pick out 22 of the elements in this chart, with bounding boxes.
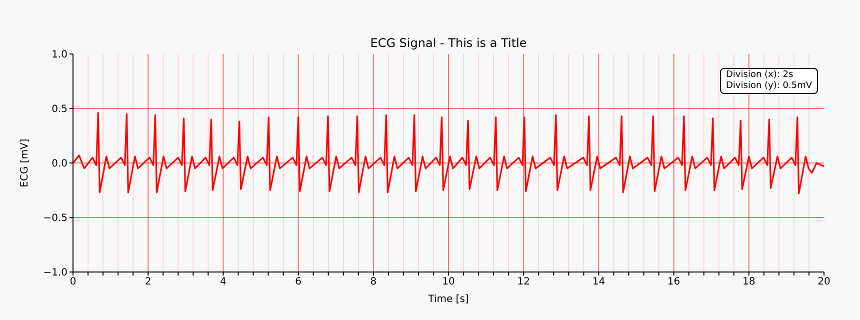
x-tick-label: 0	[70, 276, 76, 288]
chart-title: ECG Signal - This is a Title	[369, 36, 528, 50]
y-tick-label: 0.5	[52, 104, 68, 116]
x-tick-label: 2	[144, 276, 152, 288]
y-tick-label: 0.0	[52, 158, 68, 170]
x-tick-label: 18	[742, 276, 756, 288]
x-tick-label: 10	[442, 276, 455, 288]
y-tick-label: 1.0	[52, 50, 68, 61]
y-tick-label: −1.0	[43, 268, 68, 279]
annotation: Division (x): 2s	[726, 70, 794, 81]
x-tick-label: 8	[370, 276, 377, 288]
annotation: Division (y): 0.5mV	[726, 81, 812, 92]
x-tick-label: 16	[667, 276, 680, 288]
x-tick-label: 6	[295, 276, 302, 288]
y-axis-title: ECG [mV]	[20, 138, 31, 188]
x-axis-title: Time [s]	[427, 294, 469, 305]
x-tick-label: 12	[517, 276, 530, 288]
y-tick-label: −0.5	[43, 213, 68, 224]
x-tick-label: 4	[220, 276, 226, 288]
x-tick-label: 14	[592, 276, 606, 288]
x-tick-label: 20	[818, 276, 830, 288]
annotation-box: Division (x): 2s Division (y): 0.5mV	[720, 68, 818, 94]
